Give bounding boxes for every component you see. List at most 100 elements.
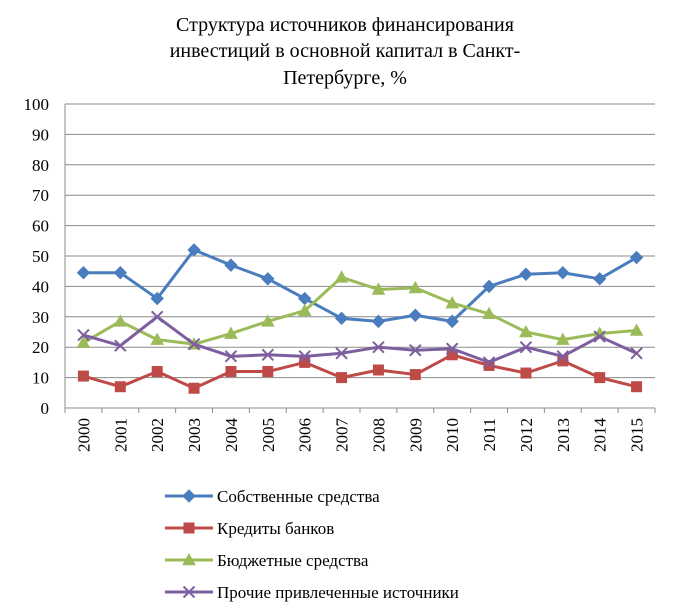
data-point	[593, 330, 606, 343]
data-point	[630, 347, 643, 360]
x-tick-label: 2012	[517, 418, 536, 452]
legend-entry: Кредиты банков	[165, 519, 334, 538]
y-tick-label: 10	[32, 369, 49, 388]
data-point	[261, 348, 275, 362]
data-point	[336, 372, 348, 384]
data-point	[372, 340, 385, 354]
data-point	[482, 356, 496, 369]
series-4	[77, 310, 643, 369]
x-tick-label: 2000	[74, 418, 93, 452]
data-point	[77, 328, 90, 342]
data-point	[151, 366, 163, 378]
data-point	[262, 366, 274, 378]
series-line	[83, 248, 638, 323]
legend-label: Бюджетные средства	[217, 551, 369, 570]
gridlines	[65, 103, 655, 379]
data-point	[556, 350, 570, 363]
data-point	[335, 347, 348, 360]
legend-label: Собственные средства	[217, 487, 380, 506]
legend: Собственные средства Кредиты банков Бюджет…	[165, 487, 459, 602]
data-point	[556, 266, 570, 280]
data-point	[187, 337, 201, 351]
x-tick-label: 2015	[628, 418, 647, 452]
data-point	[113, 266, 128, 280]
x-tick-label: 2011	[480, 418, 499, 451]
y-tick-label: 50	[32, 247, 49, 266]
chart-title-line: Петербурге, %	[283, 67, 407, 89]
x-tick-label: 2003	[185, 418, 204, 452]
x-tick-label: 2005	[259, 418, 278, 452]
data-point	[297, 303, 312, 317]
data-point	[371, 282, 386, 295]
y-tick-label: 40	[32, 277, 49, 296]
data-point	[225, 366, 237, 378]
data-point	[224, 326, 238, 339]
x-tick-label: 2010	[443, 418, 462, 452]
data-point	[114, 339, 127, 352]
y-tick-label: 80	[32, 156, 49, 175]
chart-title-line: инвестиций в основной капитал в Санкт-	[170, 40, 521, 62]
x-tick-label: 2006	[296, 418, 315, 452]
data-point	[76, 335, 91, 348]
data-point	[150, 291, 164, 306]
data-point	[114, 381, 126, 393]
data-point	[594, 372, 606, 384]
legend-marker	[182, 552, 196, 566]
y-tick-label: 90	[32, 125, 49, 144]
data-point	[298, 350, 311, 363]
legend-label: Прочие привлеченные источники	[217, 583, 459, 602]
data-point	[592, 272, 607, 286]
x-tick-label: 2008	[369, 418, 388, 452]
data-point	[482, 279, 496, 294]
legend-entry: Собственные средства	[165, 487, 380, 506]
y-tick-label: 30	[32, 308, 49, 327]
data-point	[629, 323, 644, 336]
series-line	[83, 315, 638, 364]
x-tick-label: 2001	[111, 418, 130, 452]
data-point	[371, 314, 386, 329]
legend-marker	[183, 522, 195, 534]
x-tick-label: 2009	[406, 418, 425, 452]
x-tick-label: 2004	[222, 418, 241, 453]
y-tick-label: 70	[32, 186, 49, 205]
series-lines	[76, 243, 644, 394]
chart-title: Структура источников финансирования инвес…	[170, 14, 521, 89]
y-tick-label: 20	[32, 338, 49, 357]
data-point	[76, 266, 91, 280]
data-point	[409, 369, 421, 381]
data-point	[629, 250, 644, 265]
data-point	[150, 332, 165, 345]
data-point	[445, 296, 460, 309]
legend-entry: Прочие привлеченные источники	[165, 583, 459, 602]
x-tick-label: 2013	[554, 418, 573, 452]
data-point	[224, 350, 238, 363]
data-point	[520, 367, 532, 379]
data-point	[555, 332, 570, 345]
data-point	[224, 258, 238, 272]
y-tick-label: 60	[32, 217, 49, 236]
chart-title-line: Структура источников финансирования	[176, 14, 514, 36]
series-1	[76, 243, 644, 329]
data-point	[519, 267, 533, 281]
data-point	[408, 280, 423, 294]
data-point	[187, 243, 201, 257]
y-tick-label: 100	[24, 95, 50, 114]
data-point	[631, 381, 643, 393]
data-point	[372, 364, 384, 376]
x-tick-label: 2007	[333, 418, 352, 453]
data-point	[519, 340, 533, 354]
series-line	[82, 275, 637, 346]
data-point	[334, 311, 349, 326]
data-point	[188, 382, 200, 394]
data-point	[334, 270, 349, 283]
data-point	[519, 324, 533, 338]
x-axis-ticks: 2000 2001 2002 2003 2004 2005 2006 2007 2008 2009…	[64, 408, 656, 453]
data-point	[77, 370, 89, 382]
data-point	[483, 359, 495, 371]
data-point	[113, 314, 128, 327]
data-point	[445, 342, 459, 355]
legend-label: Кредиты банков	[217, 519, 334, 538]
x-tick-label: 2014	[591, 418, 610, 453]
